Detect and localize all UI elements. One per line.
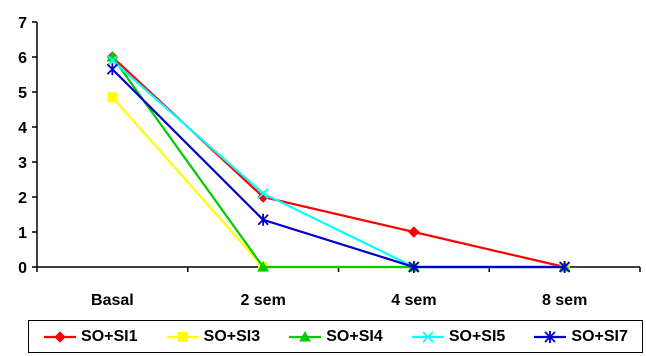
data-point	[558, 261, 571, 273]
y-tick-label: 2	[18, 190, 27, 207]
legend-item-so-si4: SO+SI4	[288, 327, 383, 346]
series-line	[111, 56, 565, 269]
data-point	[106, 54, 119, 67]
y-axis-ticks: 0 1 2 3 4 5 6 7	[18, 15, 37, 277]
y-tick-label: 6	[18, 50, 27, 67]
legend-marker	[299, 330, 312, 341]
series-line	[111, 96, 565, 269]
legend-label: SO+SI5	[448, 327, 506, 345]
legend-swatch-so-si7	[534, 330, 567, 343]
series-so-si5	[106, 54, 571, 273]
y-tick-label: 0	[18, 260, 27, 277]
legend-swatch-so-si5	[411, 330, 444, 343]
y-tick-label: 7	[18, 15, 27, 32]
y-tick-label: 5	[18, 85, 27, 102]
data-point	[408, 261, 420, 273]
x-tick-label: 2 sem	[240, 292, 285, 309]
x-axis-ticks: Basal 2 sem 4 sem 8 sem	[36, 267, 641, 309]
legend-marker	[422, 330, 434, 343]
data-point	[107, 92, 118, 103]
legend-item-so-si1: SO+SI1	[43, 327, 138, 346]
legend-label: SO+SI1	[81, 327, 138, 345]
data-point	[257, 187, 269, 200]
legend: SO+SI1 SO+SI3 SO+SI4 SO+SI5 SO+SI7	[28, 320, 643, 353]
legend-marker	[177, 331, 188, 342]
legend-item-so-si5: SO+SI5	[411, 328, 505, 346]
data-point	[106, 63, 119, 76]
data-point	[257, 213, 269, 226]
legend-item-so-si3: SO+SI3	[166, 328, 260, 346]
legend-label: SO+SI7	[571, 327, 628, 345]
data-point	[408, 226, 420, 238]
legend-marker	[544, 330, 557, 343]
series-layer	[106, 50, 571, 273]
series-so-si3	[107, 92, 570, 272]
x-tick-label: 8 sem	[542, 292, 587, 309]
y-tick-label: 4	[18, 120, 27, 137]
y-tick-label: 1	[18, 225, 27, 242]
series-line	[111, 68, 565, 269]
data-point	[257, 260, 269, 272]
series-line	[111, 56, 565, 269]
legend-marker	[54, 330, 66, 343]
legend-swatch-so-si4	[289, 330, 322, 341]
y-tick-label: 3	[18, 155, 27, 172]
legend-label: SO+SI4	[326, 327, 383, 345]
legend-item-so-si7: SO+SI7	[533, 327, 628, 346]
series-so-si4	[106, 50, 571, 272]
legend-swatch-so-si1	[44, 330, 77, 343]
series-so-si7	[106, 63, 571, 273]
series-line	[111, 59, 565, 269]
x-tick-label: 4 sem	[391, 292, 436, 309]
series-so-si1	[106, 51, 571, 273]
line-chart: 0 1 2 3 4 5 6 7 Basal 2 sem 4 sem 8 sem	[18, 15, 641, 309]
legend-swatch-so-si3	[166, 331, 199, 342]
x-tick-label: Basal	[91, 292, 134, 309]
legend-label: SO+SI3	[203, 327, 261, 345]
